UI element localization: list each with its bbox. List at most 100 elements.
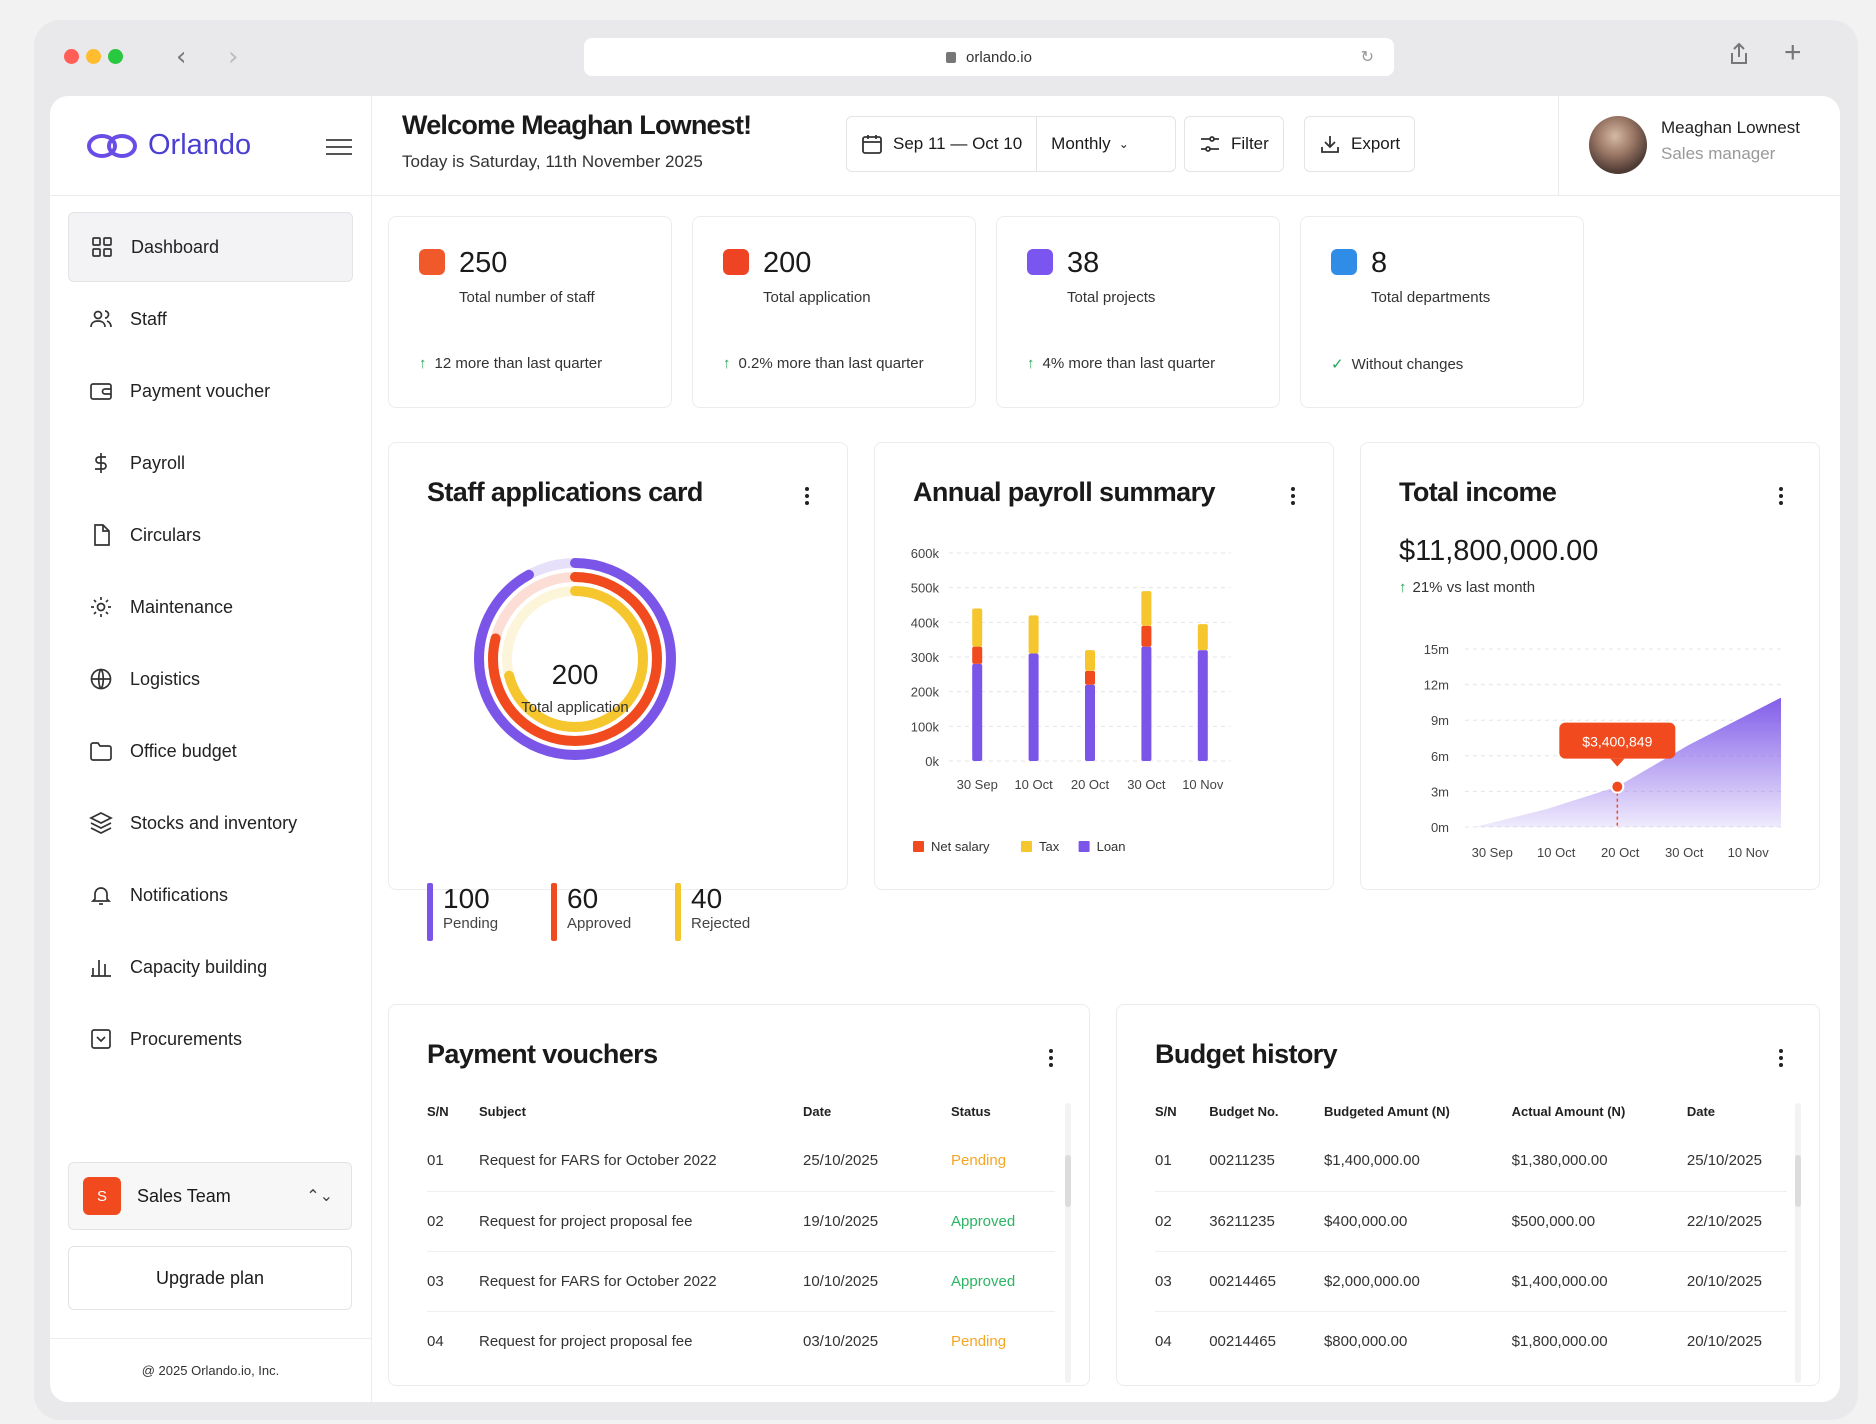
cell-sn: 01 (427, 1131, 479, 1192)
more-options-icon[interactable] (1779, 1049, 1784, 1070)
legend-swatch (913, 841, 924, 852)
tooltip-box (1559, 722, 1676, 759)
scrollbar-track[interactable] (1065, 1103, 1071, 1383)
sidebar-item-circulars[interactable]: Circulars (68, 500, 353, 570)
budget-table: S/N Budget No. Budgeted Amunt (N) Actual Am… (1155, 1091, 1787, 1371)
sidebar-item-staff[interactable]: Staff (68, 284, 353, 354)
sidebar-item-office-budget[interactable]: Office budget (68, 716, 353, 786)
card-title: Payment vouchers (427, 1039, 658, 1069)
cell-sn: 02 (427, 1191, 479, 1252)
scrollbar-track[interactable] (1795, 1103, 1801, 1383)
income-delta-text: 21% vs last month (1412, 579, 1536, 596)
table-row[interactable]: 03 00214465 $2,000,000.00 $1,400,000.00 20/1… (1155, 1251, 1787, 1312)
stat-value: 250 (459, 247, 508, 279)
arrow-up-icon: ↑ (1399, 579, 1407, 596)
new-tab-icon[interactable]: + (1784, 36, 1802, 69)
sidebar-item-maintenance[interactable]: Maintenance (68, 572, 353, 642)
donut-segment-approved (488, 572, 662, 746)
share-icon[interactable] (1728, 42, 1750, 66)
file-icon (88, 522, 114, 548)
more-options-icon[interactable] (1291, 487, 1296, 508)
cell-subject: Request for project proposal fee (479, 1332, 693, 1350)
more-options-icon[interactable] (1779, 487, 1784, 508)
sidebar-item-capacity-building[interactable]: Capacity building (68, 932, 353, 1002)
more-options-icon[interactable] (805, 487, 810, 508)
user-profile[interactable]: Meaghan Lownest Sales manager (1558, 96, 1840, 196)
cell-no: 36211235 (1209, 1191, 1324, 1252)
gear-icon (88, 594, 114, 620)
sidebar-item-logistics[interactable]: Logistics (68, 644, 353, 714)
sidebar-item-stocks-and-inventory[interactable]: Stocks and inventory (68, 788, 353, 858)
stat-delta: ✓ Without changes (1331, 355, 1463, 373)
stat-delta-text: Without changes (1351, 356, 1464, 373)
table-row[interactable]: 04 00214465 $800,000.00 $1,800,000.00 20/10/… (1155, 1311, 1787, 1371)
cell-sn: 01 (1155, 1131, 1210, 1192)
bar-loan (972, 663, 983, 761)
sidebar-item-dashboard[interactable]: Dashboard (68, 212, 353, 282)
browser-chrome: ‹ › orlando.io ↻ + (34, 20, 1858, 96)
export-button[interactable]: Export (1304, 116, 1416, 172)
cell-date: 20/10/2025 (1686, 1332, 1762, 1350)
stat-value: 8 (1371, 247, 1388, 279)
stat-label: Total application (763, 289, 871, 306)
sidebar-item-payment-voucher[interactable]: Payment voucher (68, 356, 353, 426)
stat-delta-text: 0.2% more than last quarter (738, 355, 924, 372)
legend-swatch (1021, 841, 1032, 852)
forward-arrow-icon[interactable]: › (228, 42, 239, 72)
table-row[interactable]: 01 00211235 $1,400,000.00 $1,380,000.00 25/1… (1155, 1131, 1787, 1192)
welcome-title: Welcome Meaghan Lownest! (402, 110, 752, 140)
maximize-window-button[interactable] (108, 49, 123, 64)
more-options-icon[interactable] (1049, 1049, 1054, 1070)
brand[interactable]: Orlando (50, 96, 371, 196)
card-title: Staff applications card (427, 477, 703, 507)
sidebar-item-procurements[interactable]: Procurements (68, 1004, 353, 1074)
upgrade-plan-button[interactable]: Upgrade plan (68, 1246, 352, 1310)
inbox-icon (88, 1026, 114, 1052)
filter-button[interactable]: Filter (1184, 116, 1284, 172)
close-window-button[interactable] (64, 49, 79, 64)
back-arrow-icon[interactable]: ‹ (176, 42, 187, 72)
sidebar-item-payroll[interactable]: Payroll (68, 428, 353, 498)
table-row[interactable]: 04 Request for project proposal fee 03/10/… (427, 1311, 1055, 1371)
table-row[interactable]: 02 36211235 $400,000.00 $500,000.00 22/10/20… (1155, 1191, 1787, 1252)
scrollbar-thumb[interactable] (1795, 1155, 1801, 1207)
sidebar-item-label: Staff (130, 308, 167, 329)
table-header-row: S/N Budget No. Budgeted Amunt (N) Actual Am… (1155, 1091, 1787, 1131)
date-range-button[interactable]: Sep 11 — Oct 10 (847, 117, 1038, 171)
team-badge: S (83, 1177, 121, 1215)
stat-label: Total departments (1371, 289, 1491, 306)
stat-icon (1331, 249, 1357, 275)
address-bar[interactable]: orlando.io ↻ (584, 38, 1394, 76)
minimize-window-button[interactable] (86, 49, 101, 64)
date-range-picker[interactable]: Sep 11 — Oct 10 Monthly ⌄ (846, 116, 1176, 172)
payroll-summary-card: Annual payroll summary 0k 100k 200k 300k 400… (874, 442, 1334, 890)
column-header: Subject (479, 1103, 526, 1119)
filter-label: Filter (1231, 134, 1269, 153)
income-area-chart: 0m 3m 6m 9m 12m 15m 30 Sep 10 Oct 20 Oct 30 Oct 10… (1424, 642, 1785, 860)
table-row[interactable]: 02 Request for project proposal fee 19/10/… (427, 1191, 1055, 1252)
cell-budgeted: $800,000.00 (1323, 1332, 1408, 1350)
globe-icon (88, 666, 114, 692)
sidebar-item-notifications[interactable]: Notifications (68, 860, 353, 930)
period-select[interactable]: Monthly ⌄ (1037, 134, 1143, 154)
app-frame: Orlando Dashboard Staff Payment voucher Pay… (50, 96, 1840, 1402)
stat-delta: ↑ 0.2% more than last quarter (723, 355, 924, 372)
column-header: Actual Amount (N) (1511, 1103, 1626, 1119)
scrollbar-thumb[interactable] (1065, 1155, 1071, 1207)
team-switcher[interactable]: S Sales Team ⌃⌄ (68, 1162, 352, 1230)
reload-icon[interactable]: ↻ (1360, 49, 1374, 66)
avatar (1589, 116, 1647, 174)
table-row[interactable]: 03 Request for FARS for October 2022 10/10… (427, 1251, 1055, 1312)
cell-budgeted: $400,000.00 (1323, 1191, 1512, 1252)
legend-label: Pending (443, 915, 499, 932)
menu-toggle-icon[interactable] (326, 134, 352, 160)
bar-chart-icon (88, 954, 114, 980)
income-area (1475, 697, 1781, 827)
y-tick-label: 15m (1424, 642, 1449, 657)
column-header: Budgeted Amunt (N) (1323, 1103, 1450, 1119)
table-row[interactable]: 01 Request for FARS for October 2022 25/10… (427, 1131, 1055, 1192)
x-tick-label: 20 Oct (1601, 845, 1640, 860)
vouchers-table: S/N Subject Date Status 01 Request for FARS f… (427, 1091, 1055, 1371)
stat-delta-text: 4% more than last quarter (1042, 355, 1216, 372)
x-tick-label: 10 Oct (1537, 845, 1576, 860)
